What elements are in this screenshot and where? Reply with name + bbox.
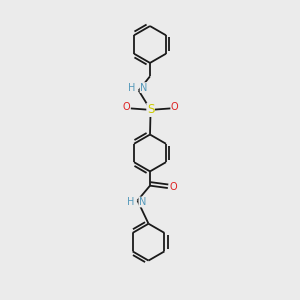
Text: H: H [128, 82, 136, 93]
Text: O: O [171, 103, 178, 112]
Text: S: S [147, 103, 154, 116]
Text: O: O [123, 103, 130, 112]
Text: O: O [169, 182, 177, 192]
Text: H: H [127, 197, 135, 207]
Text: N: N [140, 82, 147, 93]
Text: N: N [139, 197, 146, 207]
